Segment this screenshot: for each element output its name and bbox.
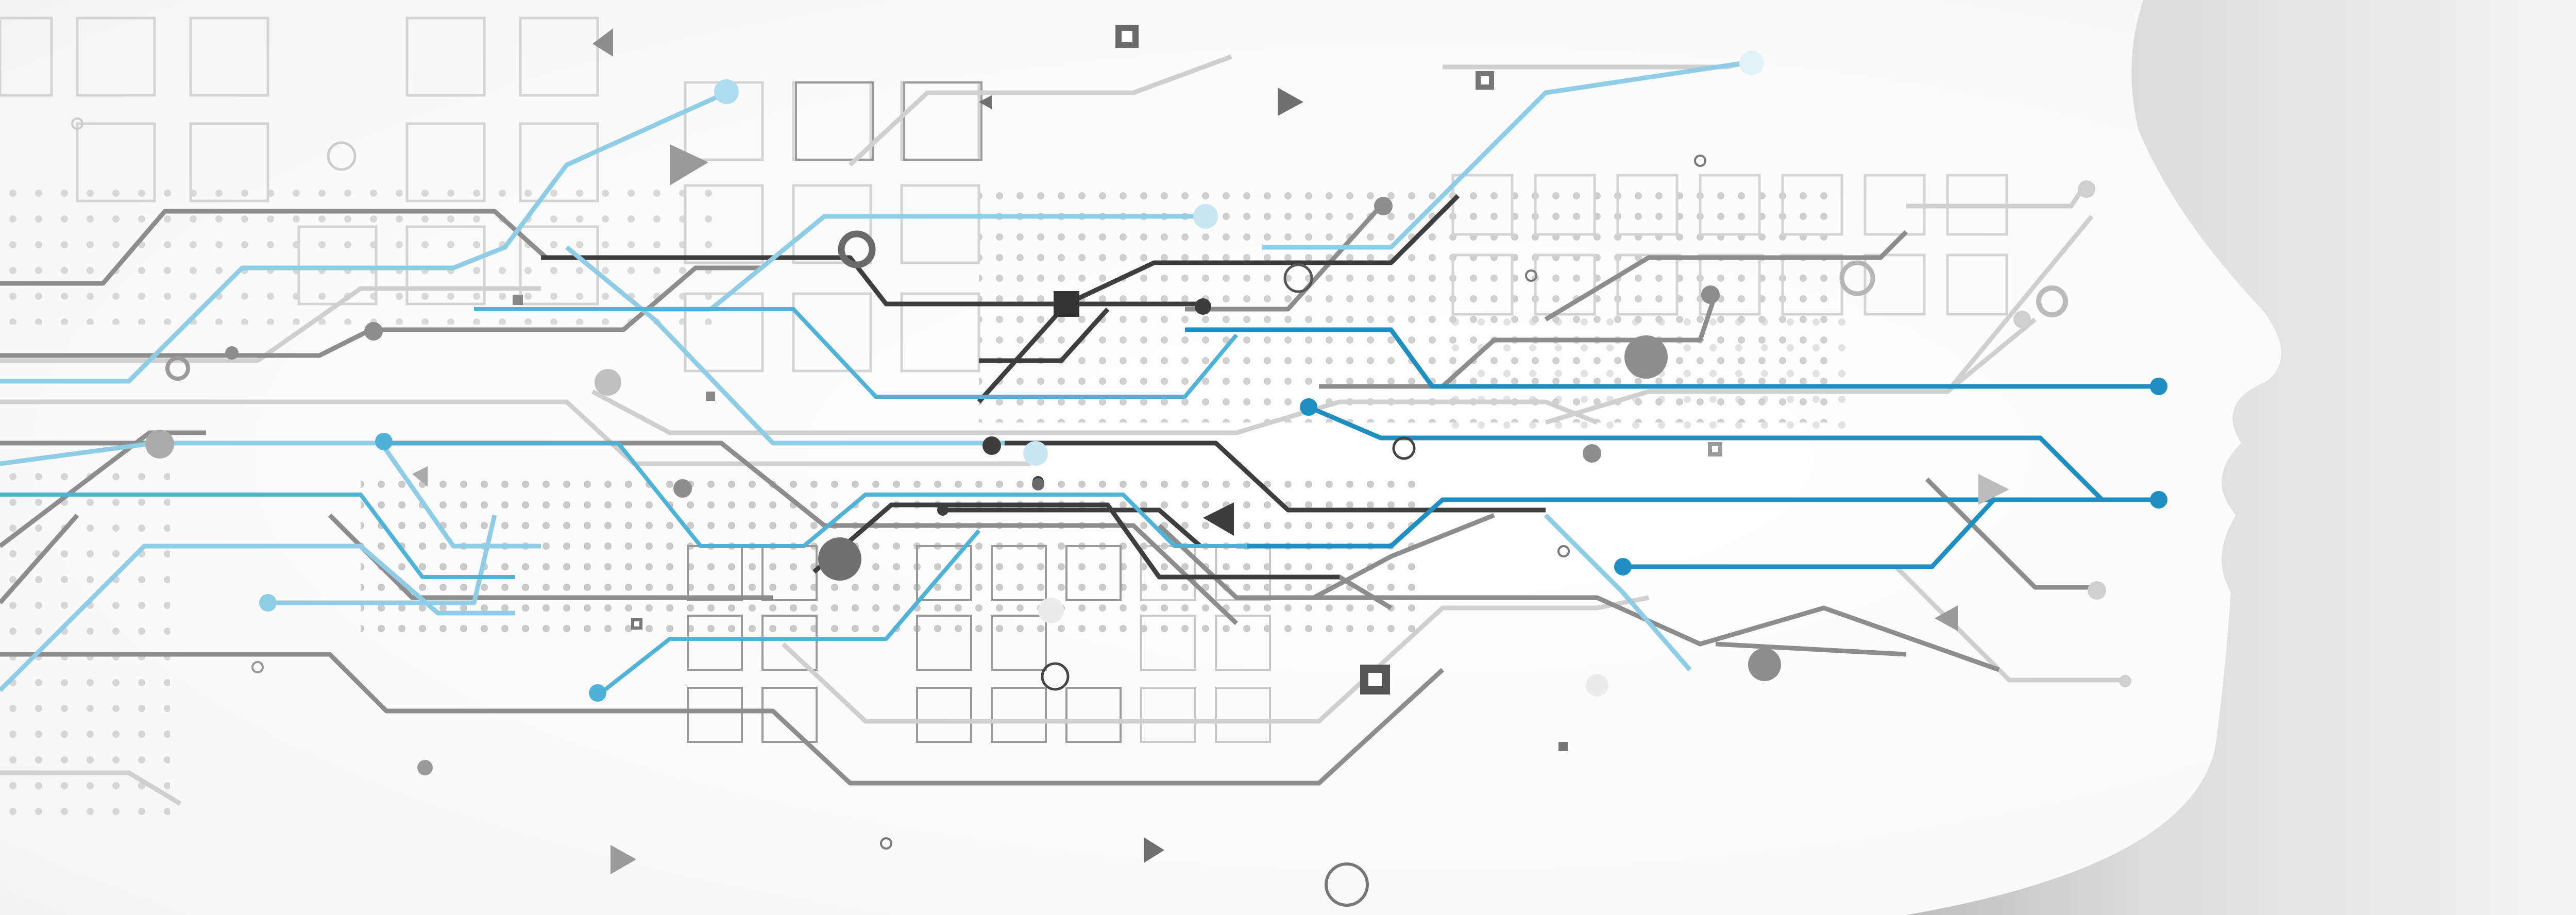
square-grids [0, 16, 2008, 372]
ring-circles [71, 117, 2068, 907]
triangle-markers [412, 28, 2009, 874]
circuit-lines-mixblue [0, 307, 1247, 698]
circuit-lines-mid [0, 204, 2102, 786]
circuit-lines-lightblue [0, 59, 1752, 692]
circuit-lines-dark [541, 194, 1546, 580]
head-shadow [1906, 0, 2576, 915]
face-silhouette [0, 0, 2281, 915]
circuit-lines-blue [1185, 327, 2159, 569]
circuit-nodes [145, 25, 2167, 775]
